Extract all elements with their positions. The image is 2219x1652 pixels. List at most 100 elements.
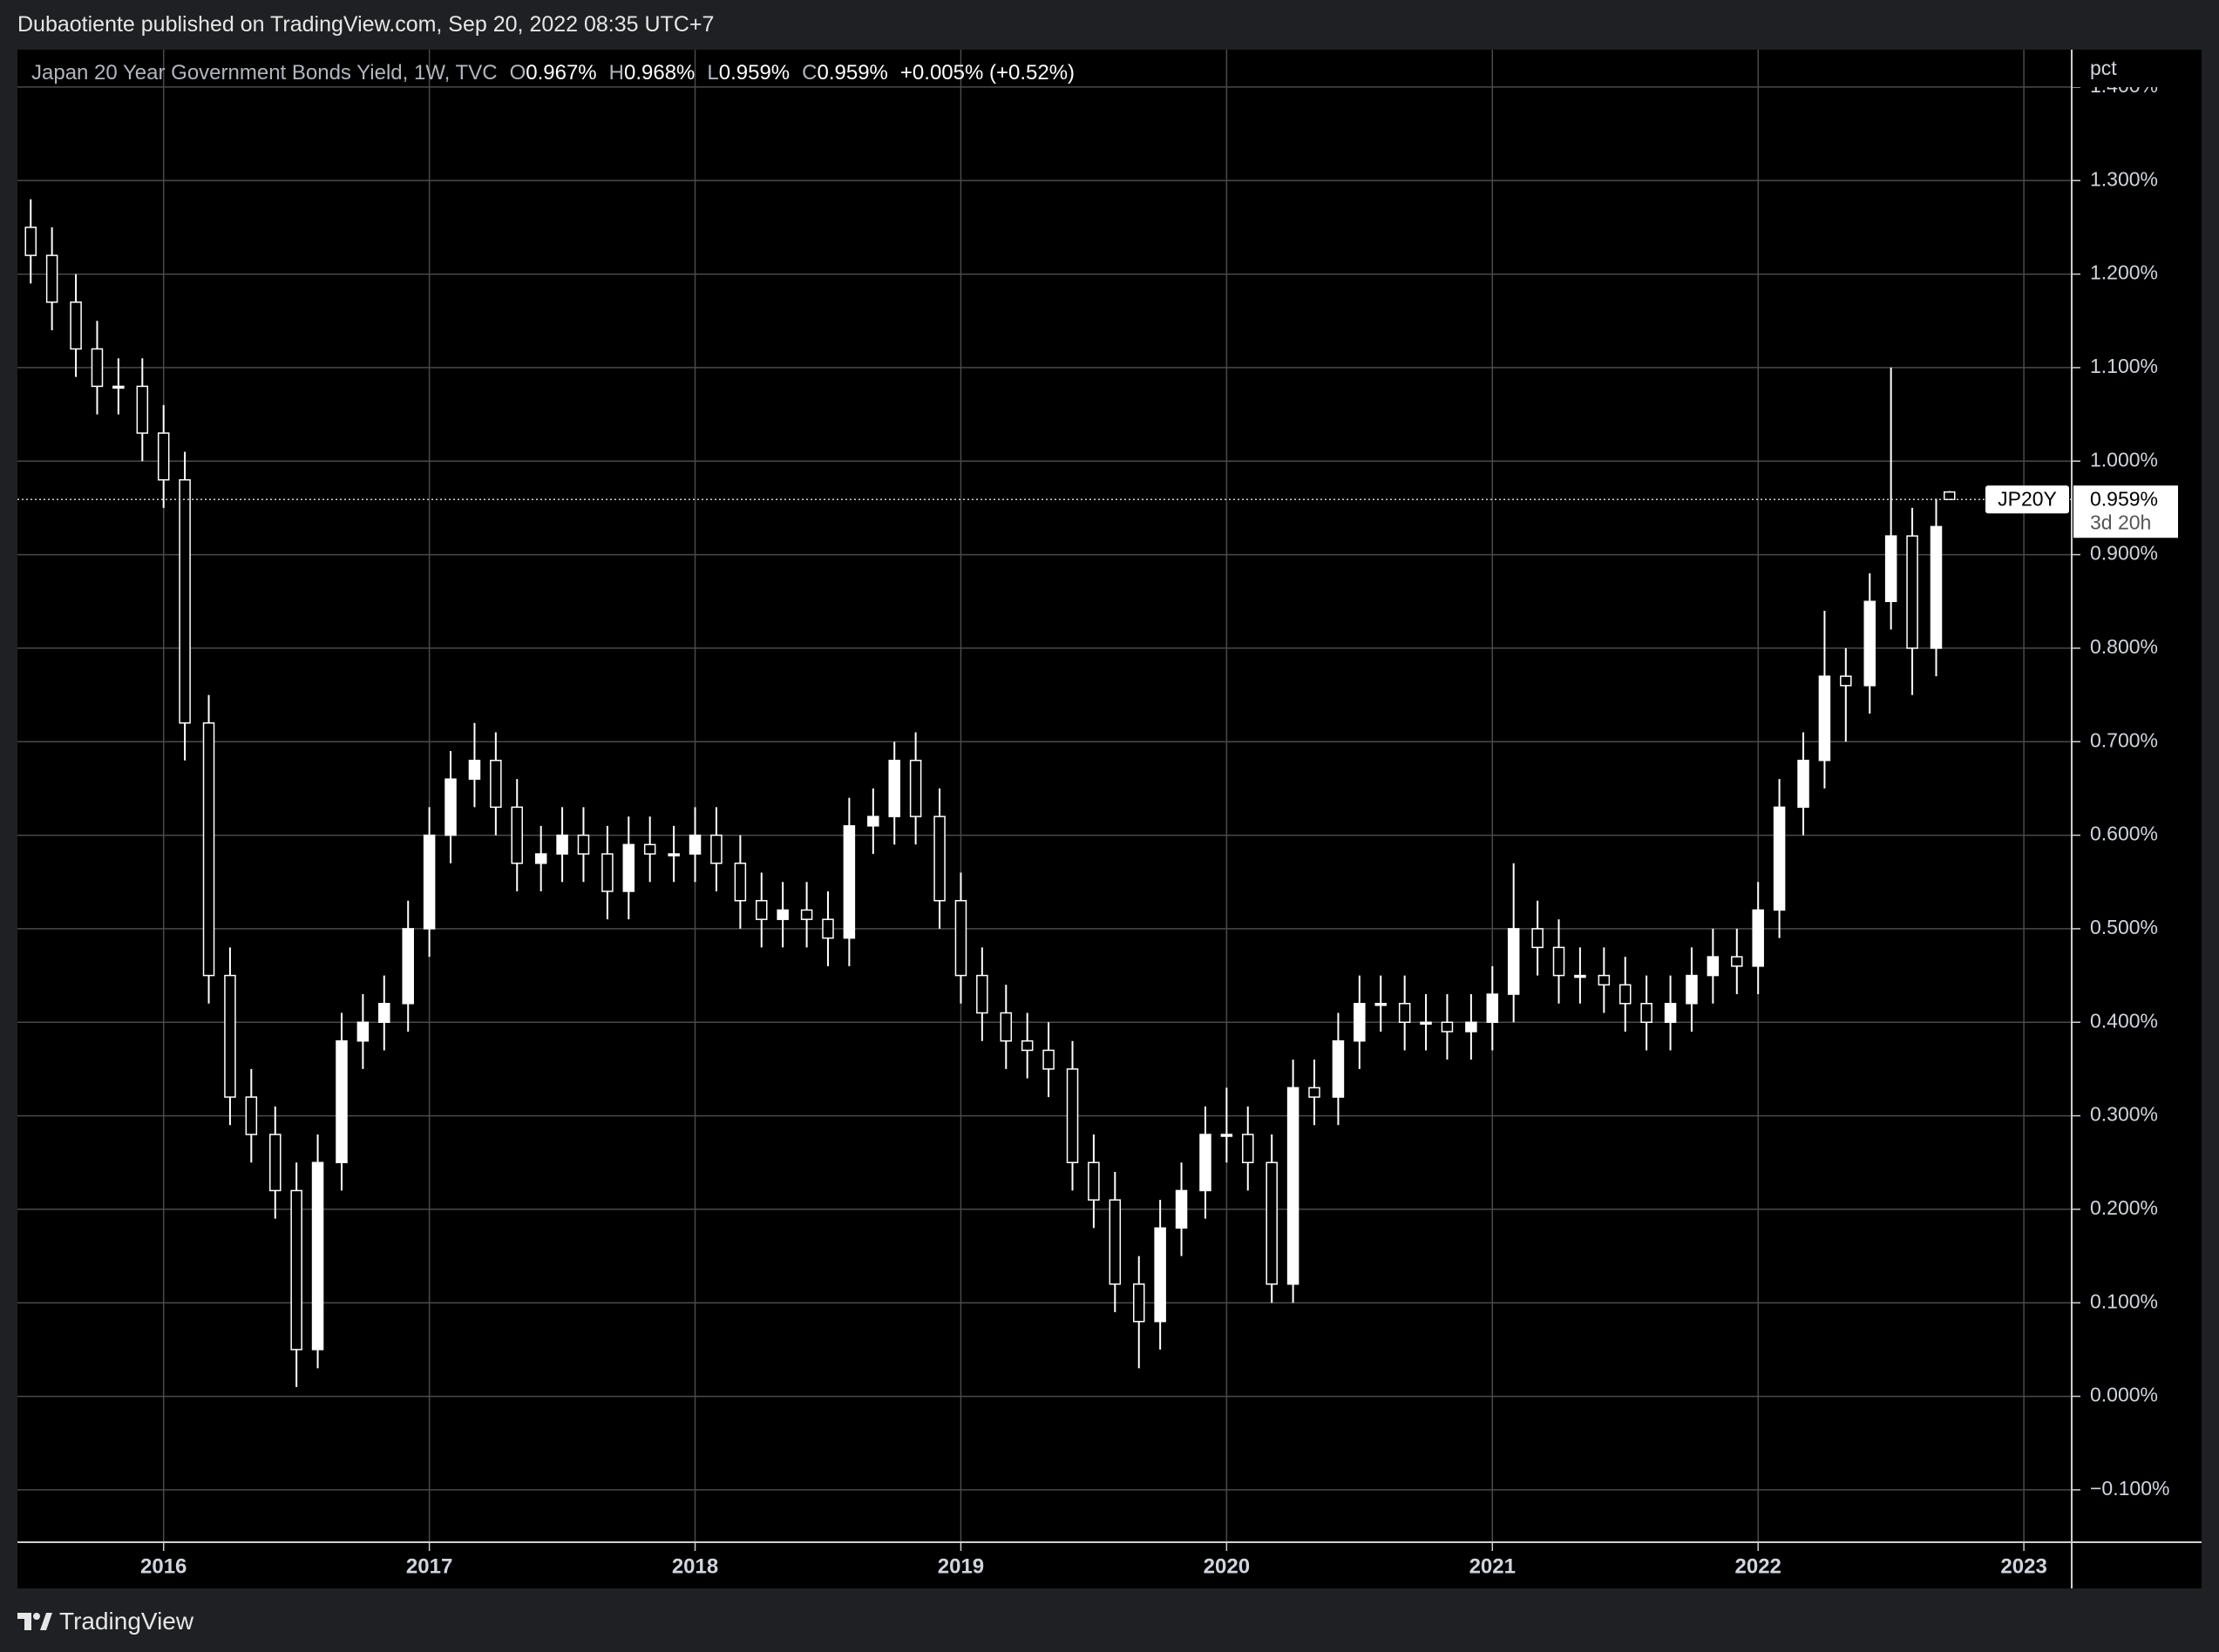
x-tick-label: 2016 [140,1554,187,1578]
y-tick-label: −0.100% [2090,1477,2169,1500]
candle-body [933,816,946,902]
legend-key: O [509,61,526,85]
candle-body [1308,1087,1320,1098]
candle-body [1943,491,1956,501]
legend-key: C [802,61,818,85]
legend-key: L [707,61,719,85]
candle-body [1507,928,1520,995]
candle-body [356,1021,370,1042]
candle-body [245,1096,258,1135]
candle-body [1906,535,1918,649]
candle-body [1707,956,1720,977]
candle-body [1374,1003,1387,1006]
candle-body [1686,974,1698,1005]
candle-body [112,385,125,389]
candle-body [1441,1021,1454,1032]
candle-body [976,974,988,1014]
x-tick-label: 2023 [2000,1554,2046,1578]
candle-body [1266,1161,1278,1285]
candle-body [202,722,215,977]
header: Dubaotiente published on TradingView.com… [17,12,715,37]
legend-value: 0.968% [623,61,696,85]
candle-body [91,348,104,388]
candle-body [710,834,723,864]
candle-body [136,385,149,434]
candle-body [1574,974,1586,978]
y-tick-label: 0.100% [2090,1290,2158,1312]
candle-body [1066,1068,1079,1163]
candle-body [423,834,436,930]
candle-body [1773,806,1786,911]
candle-body [1398,1003,1411,1023]
y-tick-label: 1.300% [2090,167,2158,190]
candle-body [534,853,547,864]
candle-body [1042,1049,1055,1070]
candle-body [1242,1134,1254,1163]
x-tick-label: 2017 [406,1554,452,1578]
candle-body [1863,600,1876,687]
candle-body [1465,1021,1477,1032]
x-tick-label: 2022 [1735,1554,1781,1578]
candle-body [1598,974,1611,986]
candle-body [269,1134,282,1192]
legend-value: 0.967% [526,61,597,85]
candle-body [888,759,900,817]
candle-body [909,759,922,817]
candle-body [290,1189,302,1351]
y-tick-label: 0.800% [2090,635,2158,658]
candle-body [490,759,502,809]
y-tick-label: 0.900% [2090,542,2158,565]
candle-body [1220,1134,1233,1137]
y-tick-label: 0.400% [2090,1009,2158,1032]
candle-body [311,1161,324,1351]
x-tick-label: 2018 [672,1554,718,1578]
candle-body [954,899,967,977]
brand: TradingView [59,1608,194,1635]
candle-body [1884,535,1897,603]
candle-body [1640,1003,1652,1023]
y-tick-label: 0.300% [2090,1103,2158,1126]
candle-body [822,918,834,939]
candle-body [45,254,58,303]
legend-key: H [608,61,624,85]
candle-body [556,834,568,855]
y-tick-label: 1.400% [2090,74,2158,97]
candle-body [1199,1134,1211,1192]
candle-body [224,974,236,1098]
candle-body [601,853,614,892]
chart-background [17,50,2202,1588]
candle-body [1618,984,1632,1005]
candle-body [622,843,635,892]
candle-body [689,834,702,855]
candle-body [378,1003,390,1023]
symbol-label: JP20Y [1998,487,2057,510]
candle-body [1731,956,1743,967]
candle-body [1797,759,1809,809]
candle-body [70,301,82,350]
y-tick-label: 0.200% [2090,1196,2158,1219]
candle-body [800,909,813,920]
candle-body [157,432,170,481]
y-tick-label: 0.700% [2090,728,2158,751]
candle-body [734,863,747,902]
candle-body [179,478,191,724]
x-tick-label: 2020 [1204,1554,1250,1578]
legend: Japan 20 Year Government Bonds Yield, 1W… [31,61,1087,85]
candle-body [1818,675,1831,762]
y-unit: pct [2090,57,2117,79]
candle-body [777,909,789,920]
y-tick-label: 0.000% [2090,1384,2158,1406]
y-tick-label: 0.600% [2090,823,2158,845]
x-tick-label: 2021 [1469,1554,1516,1578]
candle-body [444,778,457,836]
candle-body [1930,525,1943,649]
candle-body [1332,1039,1345,1098]
candle-body [24,227,37,256]
candle-body [1531,928,1544,949]
candle-body [1420,1021,1432,1025]
candle-body [843,825,856,939]
price-box [2073,485,2178,538]
candle-body [1132,1283,1145,1323]
y-tick-label: 0.500% [2090,916,2158,938]
